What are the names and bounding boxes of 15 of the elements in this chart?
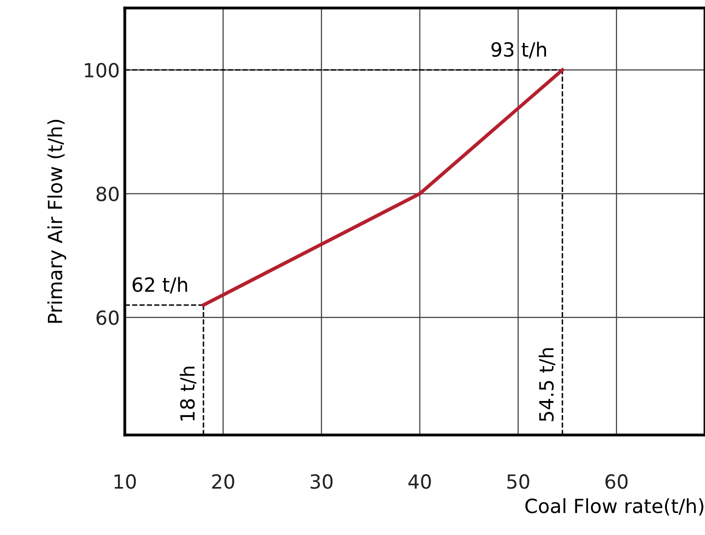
y-tick-label: 100 xyxy=(84,62,119,78)
x-tick-label: 50 xyxy=(507,474,530,489)
y-tick-label: 80 xyxy=(96,186,119,202)
x-tick-label: 40 xyxy=(408,474,431,489)
y-axis-title: Primary Air Flow (t/h) xyxy=(47,120,66,323)
y-tick-label: 60 xyxy=(96,310,119,326)
ref-line-label: 93 t/h xyxy=(491,42,546,58)
x-tick-label: 10 xyxy=(114,474,136,489)
ref-line-label: 62 t/h xyxy=(132,276,188,294)
ref-line-label: 54.5 t/h xyxy=(538,348,556,422)
x-axis-title: Coal Flow rate(t/h) xyxy=(525,498,704,516)
ref-line-label: 18 t/h xyxy=(180,366,196,420)
x-tick-label: 60 xyxy=(605,474,628,489)
x-tick-label: 20 xyxy=(212,474,234,489)
x-tick-label: 30 xyxy=(310,474,333,489)
